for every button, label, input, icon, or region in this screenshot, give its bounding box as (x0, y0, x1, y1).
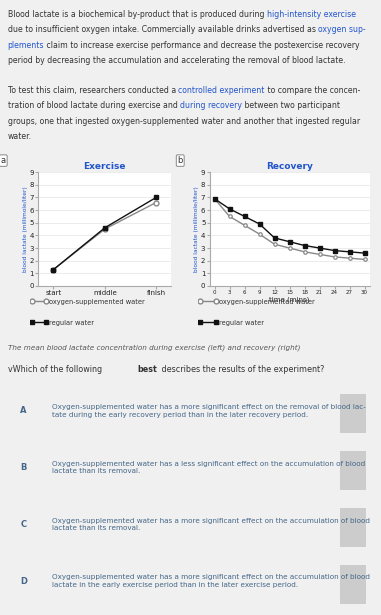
Text: To test this claim, researchers conducted a: To test this claim, researchers conducte… (8, 86, 178, 95)
Text: plements: plements (8, 41, 44, 50)
Bar (341, 451, 366, 490)
Text: D: D (21, 577, 27, 586)
Text: a: a (1, 156, 6, 165)
X-axis label: time (mins): time (mins) (269, 296, 310, 303)
Text: between two participant: between two participant (242, 101, 340, 110)
Text: The mean blood lactate concentration during exercise (left) and recovery (right): The mean blood lactate concentration dur… (8, 344, 300, 351)
Bar (341, 508, 366, 547)
Bar (341, 394, 366, 433)
Y-axis label: blood lactate (millimole/liter): blood lactate (millimole/liter) (23, 186, 28, 272)
Text: period by decreasing the accumulation and accelerating the removal of blood lact: period by decreasing the accumulation an… (8, 56, 345, 65)
Text: b: b (178, 156, 183, 165)
Text: A: A (21, 406, 27, 415)
Title: Exercise: Exercise (83, 162, 126, 172)
Text: oxygen-supplemented water: oxygen-supplemented water (219, 299, 315, 305)
Text: claim to increase exercise performance and decrease the postexercise recovery: claim to increase exercise performance a… (44, 41, 360, 50)
Title: Recovery: Recovery (266, 162, 313, 172)
Text: vWhich of the following: vWhich of the following (8, 365, 104, 373)
Text: oxygen sup-: oxygen sup- (318, 25, 366, 34)
Text: describes the results of the experiment?: describes the results of the experiment? (159, 365, 325, 373)
Text: water.: water. (8, 132, 32, 141)
Text: during recovery: during recovery (180, 101, 242, 110)
Y-axis label: blood lactate (millimole/liter): blood lactate (millimole/liter) (194, 186, 200, 272)
Text: B: B (21, 463, 27, 472)
Text: tration of blood lactate during exercise and: tration of blood lactate during exercise… (8, 101, 180, 110)
Text: oxygen-supplemented water: oxygen-supplemented water (49, 299, 144, 305)
Text: Oxygen-supplemented water has a more significant effect on the removal of blood : Oxygen-supplemented water has a more sig… (51, 404, 365, 418)
Text: Oxygen-supplemented water has a more significant effect on the accumulation of b: Oxygen-supplemented water has a more sig… (51, 518, 370, 531)
Text: groups, one that ingested oxygen-supplemented water and another that ingested re: groups, one that ingested oxygen-supplem… (8, 117, 360, 125)
Text: best: best (138, 365, 157, 373)
Text: C: C (21, 520, 27, 529)
Text: due to insufficient oxygen intake. Commercially available drinks advertised as: due to insufficient oxygen intake. Comme… (8, 25, 318, 34)
Text: Blood lactate is a biochemical by-product that is produced during: Blood lactate is a biochemical by-produc… (8, 10, 267, 19)
Text: high-intensity exercise: high-intensity exercise (267, 10, 355, 19)
Text: regular water: regular water (49, 320, 94, 326)
Text: Oxygen-supplemented water has a more significant effect on the accumulation of b: Oxygen-supplemented water has a more sig… (51, 574, 370, 588)
Text: controlled experiment: controlled experiment (178, 86, 265, 95)
Text: regular water: regular water (219, 320, 264, 326)
Bar (341, 565, 366, 603)
Text: Oxygen-supplemented water has a less significant effect on the accumulation of b: Oxygen-supplemented water has a less sig… (51, 461, 365, 474)
Text: to compare the concen-: to compare the concen- (265, 86, 360, 95)
